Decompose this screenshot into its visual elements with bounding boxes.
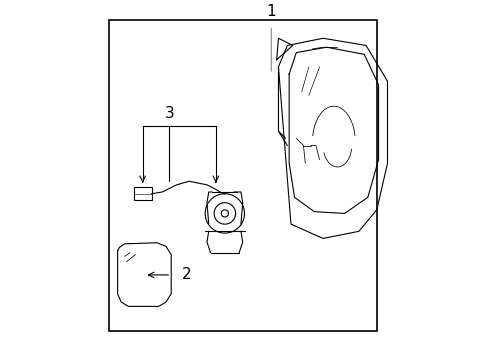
Bar bbox=[108, 21, 376, 332]
Text: 1: 1 bbox=[266, 4, 276, 19]
Bar bbox=[133, 187, 151, 200]
Text: 2: 2 bbox=[182, 267, 191, 283]
Text: 3: 3 bbox=[164, 106, 174, 121]
